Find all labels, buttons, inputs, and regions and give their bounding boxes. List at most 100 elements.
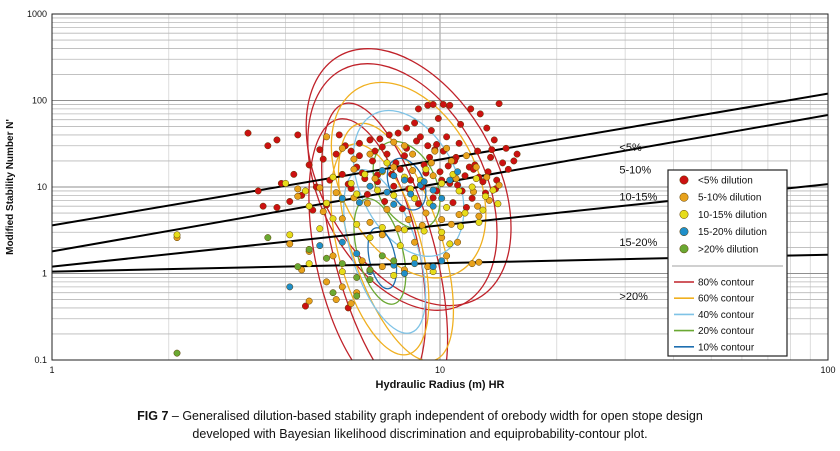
contour-ellipse	[321, 102, 449, 360]
data-point	[264, 234, 272, 242]
data-point	[371, 147, 379, 155]
figure-caption-line-1: FIG 7 – Generalised dilution-based stabi…	[0, 409, 840, 423]
contour-ellipse	[337, 122, 455, 360]
caption-text-1: – Generalised dilution-based stability g…	[168, 409, 703, 423]
data-point	[415, 105, 422, 113]
data-point	[338, 170, 346, 178]
data-point	[390, 200, 398, 208]
legend-label: 40% contour	[698, 310, 755, 321]
data-point	[513, 150, 521, 158]
legend-label: 20% contour	[698, 326, 755, 337]
data-point	[403, 124, 411, 132]
data-point	[323, 133, 330, 141]
data-point	[350, 165, 358, 173]
data-point	[411, 194, 419, 202]
figure-caption-line-2: developed with Bayesian likelihood discr…	[192, 427, 648, 441]
legend-marker	[679, 244, 689, 254]
data-point	[438, 228, 446, 236]
data-point	[416, 133, 424, 141]
y-axis-label: Modified Stability Number N'	[5, 119, 16, 255]
data-point	[415, 200, 422, 208]
data-point	[338, 238, 346, 246]
data-point	[332, 189, 340, 197]
legend-label: 15-20% dilution	[698, 227, 767, 238]
data-point	[294, 131, 302, 139]
data-point	[338, 215, 346, 223]
legend: <5% dilution 5-10% dilution 10-15% dilutio…	[667, 169, 788, 357]
data-point	[401, 226, 408, 234]
data-point	[378, 263, 386, 271]
data-point	[424, 142, 432, 150]
legend-label: 80% contour	[698, 278, 755, 289]
data-point	[383, 188, 391, 196]
data-point	[355, 152, 363, 160]
data-point	[411, 119, 419, 127]
data-point	[254, 187, 262, 195]
data-point	[355, 139, 363, 147]
data-point	[472, 163, 480, 171]
data-point	[390, 182, 398, 190]
data-point	[363, 199, 371, 207]
data-point	[173, 231, 181, 239]
x-tick-label: 1	[49, 365, 54, 375]
data-point	[434, 115, 442, 122]
data-point	[405, 216, 413, 224]
data-point	[319, 208, 327, 216]
zone-labels: <5% 5-10% 10-15% 15-20% >20%	[619, 142, 657, 303]
data-point	[259, 202, 267, 210]
y-tick-label: 0.1	[34, 355, 47, 365]
data-point	[244, 129, 252, 137]
data-point	[350, 155, 358, 163]
data-point	[383, 159, 391, 167]
data-point	[338, 194, 346, 202]
data-points	[173, 100, 521, 357]
data-point	[457, 120, 465, 128]
figure-number: FIG 7	[137, 409, 169, 423]
data-point	[323, 278, 330, 286]
data-point	[504, 165, 512, 173]
data-point	[401, 270, 408, 277]
data-point	[475, 212, 483, 220]
data-point	[378, 224, 386, 231]
data-point	[369, 157, 376, 165]
data-point	[301, 187, 309, 195]
data-point	[390, 271, 398, 279]
data-point	[455, 211, 463, 219]
data-point	[383, 150, 391, 158]
data-point	[335, 131, 343, 139]
plot-frame	[51, 13, 829, 361]
data-point	[264, 142, 272, 150]
legend-label: <5% dilution	[698, 176, 753, 187]
data-point	[447, 220, 455, 228]
data-point	[461, 172, 469, 180]
data-point	[431, 147, 439, 155]
data-point	[483, 124, 491, 132]
data-point	[433, 141, 441, 148]
zone-label: 10-15%	[619, 191, 657, 203]
data-point	[411, 260, 419, 268]
data-point	[429, 194, 437, 202]
data-point	[420, 227, 428, 235]
zone-label: 15-20%	[619, 237, 657, 249]
data-point	[361, 170, 369, 178]
data-point	[301, 302, 309, 310]
data-point	[273, 204, 281, 211]
legend-marker	[679, 227, 689, 237]
data-point	[332, 150, 340, 158]
data-point	[329, 173, 337, 181]
data-point	[427, 159, 435, 167]
legend-label: 60% contour	[698, 294, 755, 305]
y-tick-label: 10	[37, 182, 47, 192]
data-point	[449, 199, 457, 207]
data-point	[366, 150, 374, 158]
data-point	[338, 268, 346, 276]
data-point	[305, 297, 313, 305]
data-point	[390, 138, 398, 146]
zone-label: 5-10%	[619, 164, 651, 176]
data-point	[363, 191, 371, 198]
data-point	[475, 218, 483, 226]
data-point	[438, 257, 446, 265]
data-point	[461, 209, 469, 217]
data-point	[329, 215, 337, 223]
data-point	[476, 110, 484, 118]
